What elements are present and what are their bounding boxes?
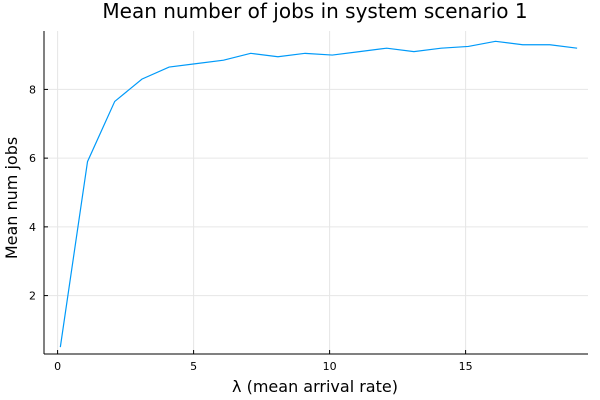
x-tick-label: 10	[323, 360, 337, 373]
grid-lines	[44, 31, 588, 354]
axes	[43, 31, 588, 355]
x-tick-label: 5	[190, 360, 197, 373]
y-tick-label: 6	[29, 152, 36, 165]
series-line-1	[59, 40, 578, 348]
series-layer	[59, 40, 578, 348]
tick-labels: 0 5 10 15 2 4 6 8	[29, 83, 473, 373]
x-tick-label: 0	[54, 360, 61, 373]
x-axis-label: λ (mean arrival rate)	[232, 377, 398, 396]
y-tick-label: 8	[29, 83, 36, 96]
y-tick-label: 4	[29, 221, 36, 234]
x-tick-label: 15	[459, 360, 473, 373]
chart-title: Mean number of jobs in system scenario 1	[102, 0, 527, 23]
y-axis-label: Mean num jobs	[2, 137, 21, 259]
y-tick-label: 2	[29, 290, 36, 303]
